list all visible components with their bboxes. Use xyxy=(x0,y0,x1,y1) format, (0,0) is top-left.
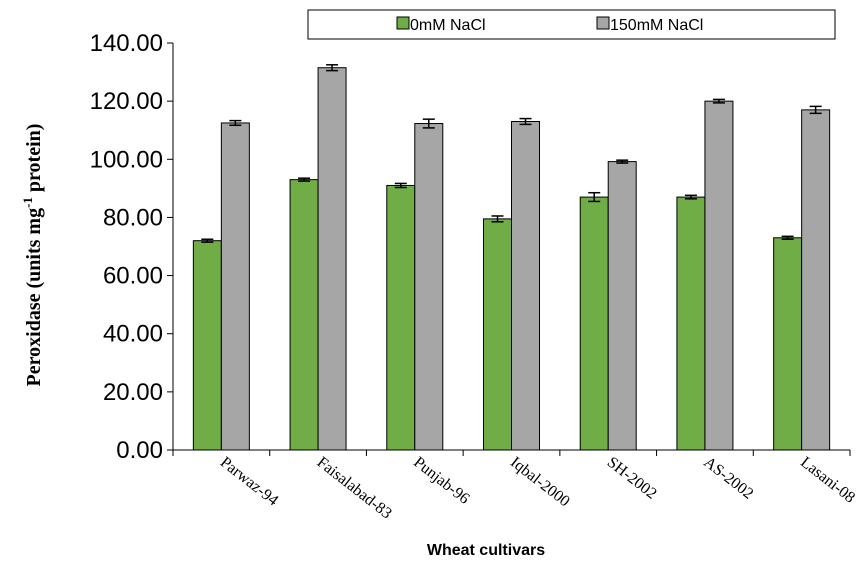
error-bar xyxy=(394,182,407,189)
x-axis-category-labels: Parwaz-94 Faisalabad-83 Punjab-96 Iqbal-200… xyxy=(217,454,858,523)
y-axis-title-suffix: protein) xyxy=(23,124,45,198)
bar-150mm-punjab-96 xyxy=(414,123,444,451)
y-tick-label: 100.00 xyxy=(90,146,163,173)
error-bar xyxy=(229,119,242,127)
error-bar xyxy=(712,98,725,104)
x-tick-label-punjab-96: Punjab-96 xyxy=(410,454,472,508)
bar-0mm-as-2002 xyxy=(676,196,706,451)
y-axis-title-prefix: Peroxidase (units mg xyxy=(23,208,45,387)
bar-150mm-faisalabad-83 xyxy=(317,67,347,451)
y-tick-label: 20.00 xyxy=(103,379,163,406)
y-tick-label: 40.00 xyxy=(103,321,163,348)
legend-swatch-150mm-nacl xyxy=(596,16,610,30)
y-tick-label: 60.00 xyxy=(103,263,163,290)
bar-0mm-lasani-08 xyxy=(773,237,803,451)
x-axis-title: Wheat cultivars xyxy=(427,542,545,559)
bars xyxy=(192,67,831,451)
bar-0mm-parwaz-94 xyxy=(192,240,222,451)
y-tick-label: 140.00 xyxy=(90,30,163,57)
error-bar xyxy=(684,194,697,200)
x-tick-label-as-2002: AS-2002 xyxy=(700,454,756,503)
bar-0mm-iqbal-2000 xyxy=(483,218,512,451)
bar-0mm-punjab-96 xyxy=(386,184,416,451)
x-tick-label-sh-2002: SH-2002 xyxy=(604,454,660,503)
error-bar xyxy=(519,117,532,126)
error-bar xyxy=(422,118,435,129)
legend-box xyxy=(307,9,836,40)
axes xyxy=(172,43,851,456)
error-bar xyxy=(326,64,339,72)
error-bar xyxy=(491,215,504,223)
x-tick-label-iqbal-2000: Iqbal-2000 xyxy=(507,454,573,511)
bar-0mm-faisalabad-83 xyxy=(289,179,319,451)
error-bar xyxy=(588,191,601,203)
bar-150mm-as-2002 xyxy=(704,100,734,451)
error-bar xyxy=(616,159,629,164)
x-tick-label-parwaz-94: Parwaz-94 xyxy=(217,454,281,510)
legend-label-0mm-nacl: 0mM NaCl xyxy=(410,17,486,34)
bar-0mm-sh-2002 xyxy=(579,196,609,451)
error-bar xyxy=(298,177,311,182)
y-axis-title-superscript: -1 xyxy=(20,197,35,208)
y-tick-label: 120.00 xyxy=(90,88,163,115)
bar-150mm-parwaz-94 xyxy=(220,122,250,451)
y-tick-label: 0.00 xyxy=(116,437,163,464)
error-bar xyxy=(201,238,214,243)
bar-150mm-iqbal-2000 xyxy=(511,120,540,451)
x-tick-label-lasani-08: Lasani-08 xyxy=(797,454,858,507)
bar-150mm-lasani-08 xyxy=(801,109,831,451)
legend: 0mM NaCl 150mM NaCl xyxy=(307,9,836,40)
legend-swatch-0mm-nacl xyxy=(396,16,410,30)
error-bars xyxy=(201,64,822,243)
y-tick-label: 80.00 xyxy=(103,204,163,231)
y-axis-title: Peroxidase (units mg-1 protein) xyxy=(20,124,45,387)
bar-150mm-sh-2002 xyxy=(607,161,637,451)
legend-label-150mm-nacl: 150mM NaCl xyxy=(610,17,703,34)
error-bar xyxy=(809,105,822,115)
error-bar xyxy=(781,235,794,240)
x-tick-label-faisalabad-83: Faisalabad-83 xyxy=(314,454,395,523)
y-axis-ticks: 0.00 20.00 40.00 60.00 80.00 100.00 120.00 140.… xyxy=(90,30,173,464)
